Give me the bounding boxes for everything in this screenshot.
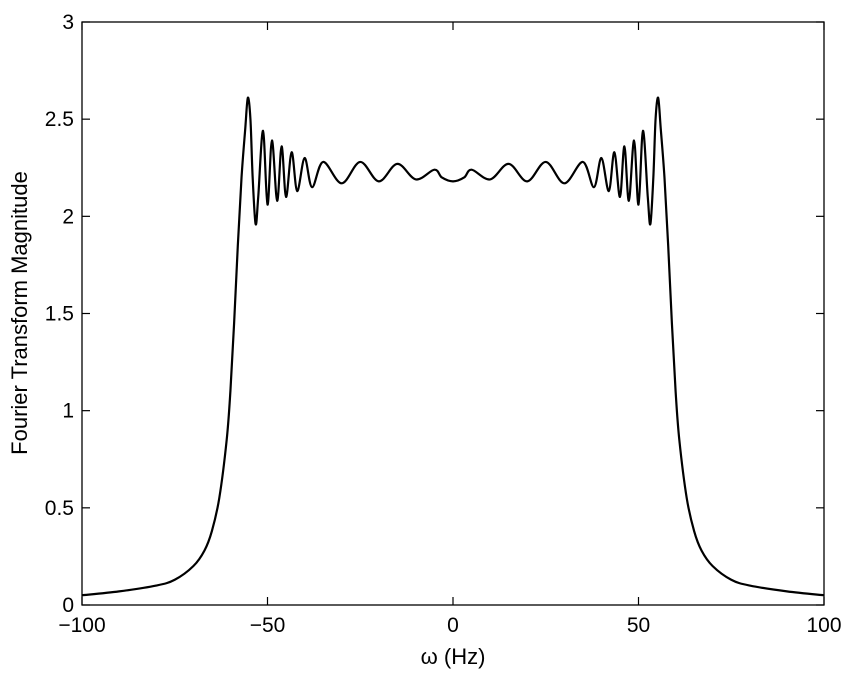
plot-frame [81, 21, 825, 606]
y-tick-label: 3 [62, 11, 74, 34]
y-tick-label: 1.5 [45, 303, 74, 326]
series-line-fourier-magnitude [81, 96, 825, 597]
x-tick-label: 0 [447, 614, 459, 637]
y-axis-label: Fourier Transform Magnitude [7, 171, 32, 455]
y-tick-label: 2 [62, 205, 74, 228]
x-axis-label: ω (Hz) [421, 644, 486, 669]
x-tick-label: −100 [58, 614, 105, 637]
y-tick-label: 0.5 [45, 497, 74, 520]
x-tick-label: 100 [806, 614, 841, 637]
plot-background [82, 22, 824, 605]
y-tick-label: 0 [62, 594, 74, 617]
y-tick-label: 1 [62, 400, 74, 423]
tick-labels: −100 −50 0 50 100 0 0.5 1 1.5 2 2.5 3 [45, 11, 842, 637]
x-tick-label: 50 [627, 614, 650, 637]
x-tick-label: −50 [250, 614, 286, 637]
y-tick-label: 2.5 [45, 108, 74, 131]
